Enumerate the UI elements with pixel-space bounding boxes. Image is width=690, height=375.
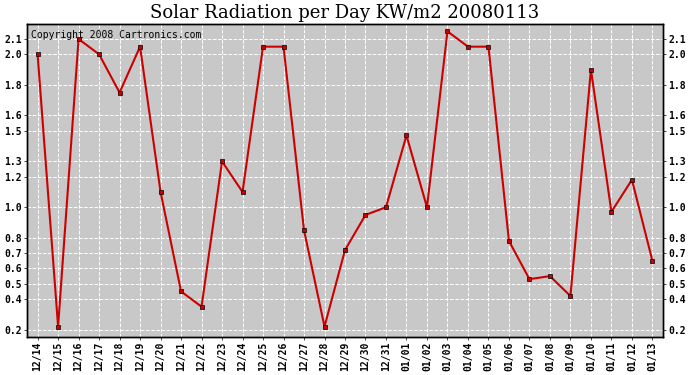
Title: Solar Radiation per Day KW/m2 20080113: Solar Radiation per Day KW/m2 20080113 [150, 4, 540, 22]
Text: Copyright 2008 Cartronics.com: Copyright 2008 Cartronics.com [30, 30, 201, 40]
